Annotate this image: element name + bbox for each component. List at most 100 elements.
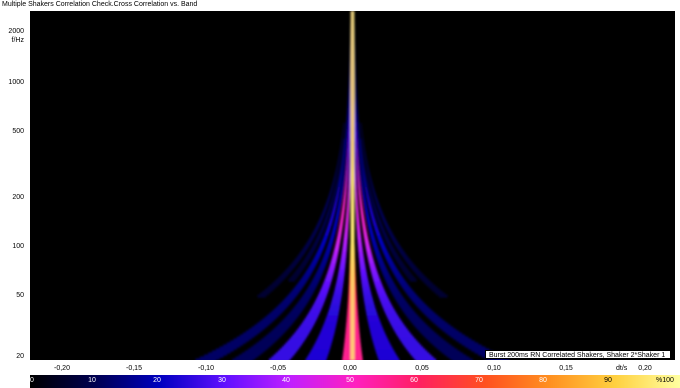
heatmap-cell <box>359 266 366 270</box>
heatmap-cell <box>314 240 319 244</box>
heatmap-cell <box>318 248 323 252</box>
heatmap-cell <box>349 154 352 158</box>
heatmap-cell <box>395 274 402 278</box>
heatmap-cell <box>348 188 350 192</box>
heatmap-cell <box>366 174 368 178</box>
heatmap-cell <box>373 246 379 250</box>
heatmap-cell <box>316 224 320 228</box>
heatmap-cell <box>378 294 388 298</box>
heatmap-cell <box>283 344 301 348</box>
heatmap-cell <box>349 162 351 166</box>
heatmap-cell <box>336 164 339 168</box>
heatmap-cell <box>354 76 356 80</box>
heatmap-cell <box>349 112 351 116</box>
heatmap-cell <box>342 248 347 252</box>
heatmap-cell <box>309 264 316 268</box>
heatmap-cell <box>365 246 371 250</box>
heatmap-cell <box>336 166 338 170</box>
heatmap-cell <box>349 114 351 118</box>
colorbar-tick-70: 70 <box>475 377 483 384</box>
heatmap-cell <box>328 240 333 244</box>
heatmap-cell <box>340 190 343 194</box>
heatmap-cell <box>316 270 323 274</box>
heatmap-cell <box>344 158 347 162</box>
heatmap-cell <box>355 138 357 142</box>
heatmap-cell <box>304 272 311 276</box>
heatmap-cell <box>337 190 340 194</box>
heatmap-cell <box>300 278 308 282</box>
heatmap-cell <box>376 350 395 354</box>
heatmap-cell <box>331 184 334 188</box>
heatmap-cell <box>338 200 342 204</box>
heatmap-cell <box>341 188 343 192</box>
heatmap-cell <box>358 152 360 156</box>
heatmap-cell <box>369 264 376 268</box>
heatmap-cell <box>360 178 363 182</box>
heatmap-cell <box>357 238 362 242</box>
heatmap-cell <box>345 222 349 226</box>
colorbar-tick-80: 80 <box>539 377 547 384</box>
heatmap-cell <box>289 338 305 342</box>
heatmap-cell <box>346 210 350 214</box>
heatmap-cell <box>320 288 329 292</box>
heatmap-cell <box>340 192 343 196</box>
heatmap-cell <box>330 234 335 238</box>
heatmap-cell <box>307 240 312 244</box>
heatmap-cell <box>382 248 387 252</box>
heatmap-cell <box>343 150 345 154</box>
heatmap-cell <box>360 128 363 132</box>
heatmap-cell <box>436 346 455 350</box>
heatmap-cell <box>414 270 421 274</box>
heatmap-cell <box>270 330 285 334</box>
heatmap-cell <box>374 250 380 254</box>
heatmap-cell <box>378 222 383 226</box>
heatmap-cell <box>328 194 331 198</box>
heatmap-cell <box>273 308 285 312</box>
heatmap-cell <box>358 190 361 194</box>
heatmap-cell <box>374 346 393 350</box>
heatmap-cell <box>348 94 351 98</box>
heatmap-cell <box>356 110 358 114</box>
heatmap-cell <box>402 268 409 272</box>
heatmap-cell <box>403 256 409 260</box>
heatmap-cell <box>340 144 342 148</box>
heatmap-cell <box>317 294 327 298</box>
heatmap-cell <box>356 160 358 164</box>
heatmap-cell <box>390 234 394 238</box>
heatmap-cell <box>474 350 493 354</box>
heatmap-cell <box>332 256 338 260</box>
heatmap-cell <box>348 84 350 88</box>
heatmap-cell <box>300 298 309 302</box>
heatmap-cell <box>356 126 358 130</box>
heatmap-cell <box>307 314 319 318</box>
heatmap-cell <box>366 218 370 222</box>
heatmap-cell <box>408 276 415 280</box>
heatmap-cell <box>391 250 397 254</box>
heatmap-cell <box>331 212 335 216</box>
heatmap-cell <box>346 116 349 120</box>
heatmap-cell <box>356 224 360 228</box>
heatmap-cell <box>355 118 358 122</box>
heatmap-cell <box>376 214 379 218</box>
heatmap-cell <box>369 190 372 194</box>
heatmap-cell <box>349 88 351 92</box>
heatmap-cell <box>357 180 360 184</box>
heatmap-plot[interactable] <box>30 11 675 360</box>
heatmap-cell <box>379 242 385 246</box>
heatmap-cell <box>355 196 358 200</box>
heatmap-cell <box>259 320 272 324</box>
heatmap-cell <box>377 258 383 262</box>
heatmap-cell <box>364 150 366 154</box>
heatmap-cell <box>356 134 359 138</box>
heatmap-cell <box>354 180 357 184</box>
heatmap-cell <box>354 164 356 168</box>
heatmap-cell <box>336 214 339 218</box>
heatmap-cell <box>413 356 434 360</box>
heatmap-cell <box>344 142 346 146</box>
heatmap-cell <box>382 218 386 222</box>
heatmap-cell <box>315 254 321 258</box>
heatmap-cell <box>315 272 323 276</box>
heatmap-cell <box>355 104 357 108</box>
heatmap-cell <box>361 220 365 224</box>
heatmap-cell <box>376 254 382 258</box>
